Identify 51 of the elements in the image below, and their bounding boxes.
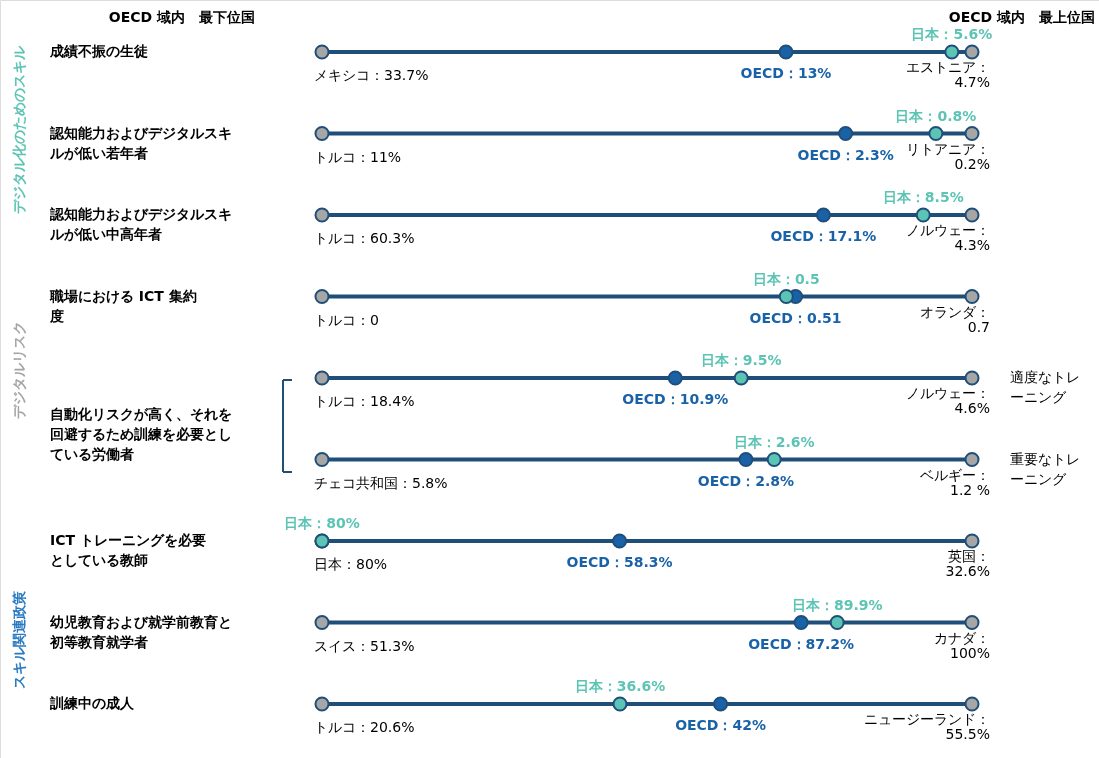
- data-label: 日本：80%: [284, 515, 360, 531]
- data-label: リトアニア：0.2%: [906, 140, 990, 172]
- data-label: 日本：89.9%: [791, 596, 883, 613]
- category-label: 認知能力およびデジタルスキルが低い中高年者: [49, 206, 232, 242]
- data-label: 日本：36.6%: [574, 678, 666, 694]
- data-label: チェコ共和国：5.8%: [314, 474, 448, 491]
- category-label: 成績不振の生徒: [49, 43, 148, 59]
- data-label: OECD：58.3%: [566, 554, 673, 570]
- data-label: ノルウェー：4.6%: [906, 385, 990, 416]
- data-label: ベルギー：1.2 %: [920, 466, 990, 498]
- data-label: OECD：42%: [675, 717, 766, 733]
- category-label: 適度なトレーニング: [1010, 369, 1080, 405]
- data-label: 日本：8.5%: [882, 189, 964, 205]
- category-label: 認知能力およびデジタルスキルが低い若年者: [49, 124, 232, 161]
- text: スキル関連政策: [11, 590, 27, 689]
- data-label: OECD：2.8%: [697, 472, 795, 489]
- data-label: 日本：0.5: [752, 270, 820, 287]
- data-label: エストニア：4.7%: [906, 59, 990, 90]
- category-label: 訓練中の成人: [49, 695, 135, 711]
- text: デジタル化のためのスキル: [11, 45, 27, 214]
- data-label: メキシコ：33.7%: [314, 67, 429, 83]
- data-label: OECD：13%: [740, 65, 832, 81]
- data-label: 日本：9.5%: [700, 352, 782, 368]
- data-label: 日本：80%: [314, 556, 388, 572]
- data-label: OECD：0.51: [749, 309, 842, 326]
- data-label: カナダ：100%: [934, 629, 990, 661]
- data-label: 日本：2.6%: [733, 433, 815, 450]
- text: OECD 域内 最上位国: [948, 9, 1095, 25]
- category-label: 重要なトレーニング: [1010, 450, 1080, 487]
- data-label: トルコ：18.4%: [314, 393, 415, 409]
- text: デジタルリスク: [11, 321, 27, 419]
- category-label: 幼児教育および就学前教育と初等教育就学者: [49, 613, 232, 650]
- data-label: 日本：5.6%: [911, 26, 993, 42]
- data-label: トルコ：0: [314, 311, 379, 328]
- data-label: OECD：10.9%: [622, 391, 729, 407]
- data-label: OECD：2.3%: [797, 146, 894, 163]
- data-label: 英国：32.6%: [945, 548, 990, 579]
- text: OECD 域内 最下位国: [108, 9, 255, 25]
- data-label: OECD：87.2%: [748, 635, 855, 652]
- data-label: トルコ：20.6%: [314, 719, 415, 735]
- data-label: ノルウェー：4.3%: [906, 222, 990, 253]
- data-label: OECD：17.1%: [770, 228, 877, 244]
- data-label: ニュージーランド：55.5%: [864, 711, 990, 742]
- data-label: トルコ：60.3%: [314, 230, 415, 246]
- text: 自動化リスクが高く、それを回避するため訓練を必要としている労働者: [50, 406, 232, 462]
- data-label: トルコ：11%: [314, 148, 402, 165]
- data-label: オランダ：0.7: [920, 303, 990, 335]
- category-label: 職場における ICT 集約度: [49, 287, 197, 324]
- category-label: ICT トレーニングを必要としている教師: [50, 532, 206, 568]
- data-label: スイス：51.3%: [314, 637, 415, 654]
- data-label: 日本：0.8%: [895, 107, 977, 124]
